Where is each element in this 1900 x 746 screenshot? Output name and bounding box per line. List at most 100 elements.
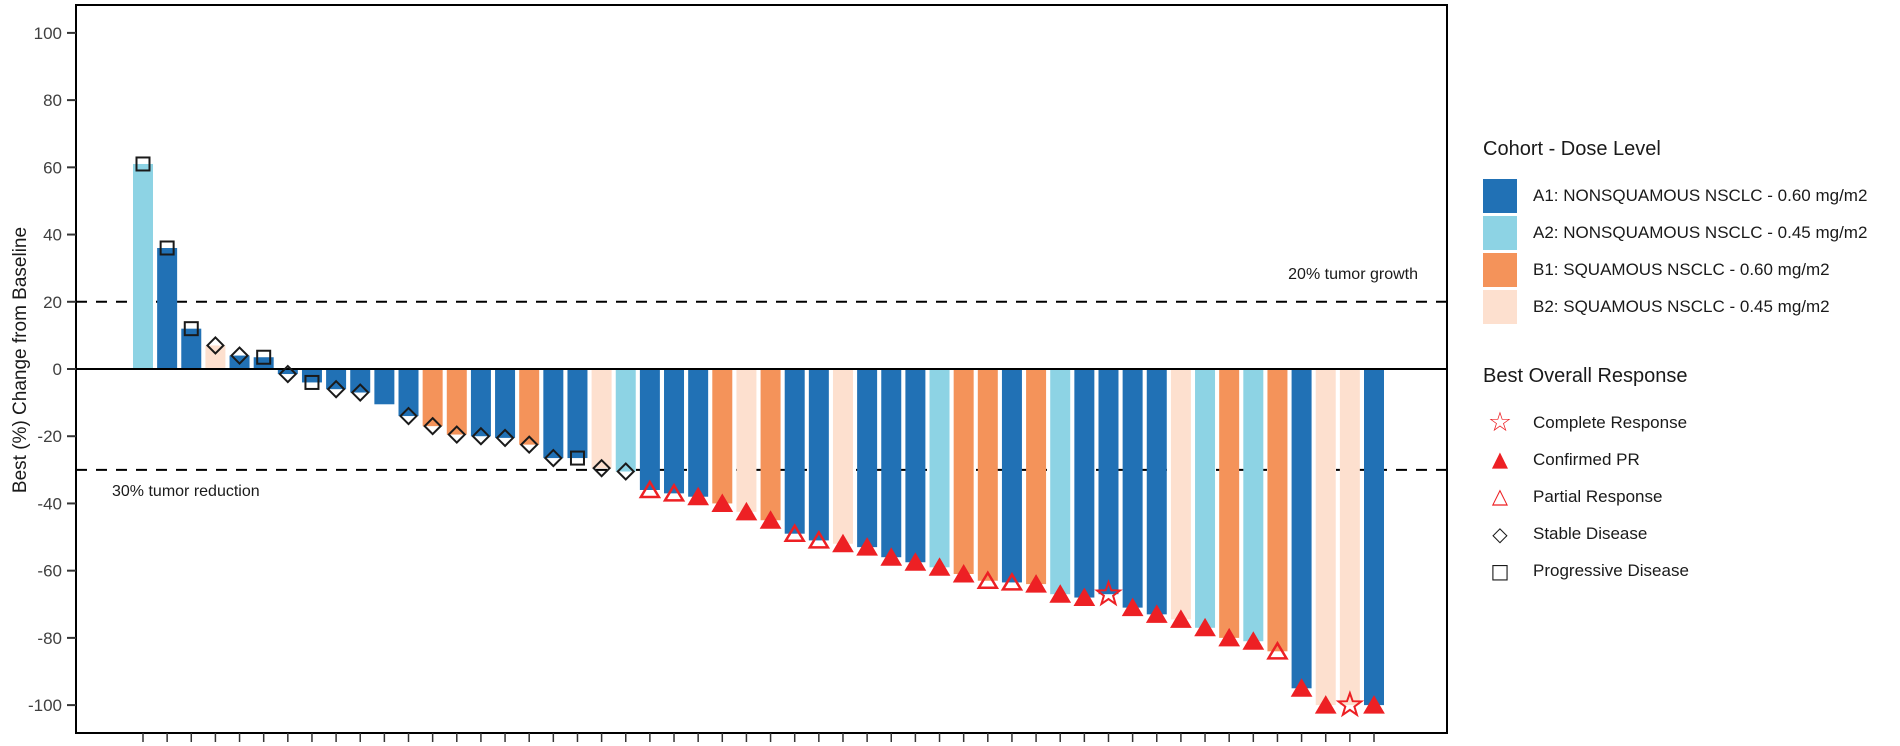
response-marker-pd-6: [256, 349, 272, 365]
cohort-a2-swatch: [1483, 215, 1517, 250]
bar-patient-28: [784, 369, 805, 534]
bar-patient-40: [1074, 369, 1095, 598]
response-marker-pd-1: [135, 156, 151, 172]
response-marker-sd-5: [230, 346, 249, 365]
response-marker-sd-7: [278, 364, 298, 384]
response-marker-cpr-40: [1073, 587, 1096, 607]
response-marker-sd-14: [447, 425, 467, 444]
legend-item-partial-response: △ Partial Response: [1483, 478, 1893, 515]
partial-response-triangle-icon: △: [1491, 484, 1509, 508]
legend-item-cohort-a2: A2: NONSQUAMOUS NSCLC - 0.45 mg/m2: [1483, 214, 1893, 251]
y-axis-label: Best (%) Change from Baseline: [10, 226, 31, 494]
response-marker-pr-23: [662, 482, 686, 502]
cohort-b2-label: B2: SQUAMOUS NSCLC - 0.45 mg/m2: [1533, 296, 1830, 316]
response-marker-cpr-45: [1194, 617, 1216, 637]
response-marker-pd-8: [304, 374, 320, 390]
progressive-disease-square-icon: □: [1490, 558, 1510, 583]
response-marker-cpr-25: [711, 493, 734, 512]
y-tick-label--80: -80: [37, 629, 62, 648]
bar-patient-31: [857, 369, 878, 548]
complete-response-star-icon: ☆: [1487, 407, 1513, 438]
bar-patient-33: [905, 369, 926, 563]
y-tick-label--60: -60: [37, 562, 62, 581]
response-marker-sd-18: [543, 448, 563, 468]
confirmed-pr-label: Confirmed PR: [1533, 449, 1640, 469]
response-marker-cpr-31: [856, 537, 878, 556]
legend-item-cohort-b2: B2: SQUAMOUS NSCLC - 0.45 mg/m2: [1483, 288, 1893, 325]
bar-patient-29: [808, 369, 829, 541]
bar-patient-47: [1243, 369, 1264, 642]
response-marker-cpr-52: [1363, 695, 1385, 714]
legend-spacer: [1483, 325, 1893, 365]
complete-response-label: Complete Response: [1533, 412, 1688, 432]
bar-patient-42: [1122, 369, 1143, 608]
response-marker-sd-20: [592, 458, 612, 478]
cohort-a2-label: A2: NONSQUAMOUS NSCLC - 0.45 mg/m2: [1533, 222, 1868, 242]
cohort-b1-label: B1: SQUAMOUS NSCLC - 0.60 mg/m2: [1533, 259, 1830, 279]
stable-disease-diamond-icon: ◇: [1492, 521, 1508, 546]
legend-response-title: Best Overall Response: [1483, 365, 1688, 387]
bar-patient-1: [133, 163, 153, 369]
partial-response-label: Partial Response: [1533, 486, 1663, 506]
response-marker-sd-4: [205, 336, 225, 355]
confirmed-pr-triangle-icon: ▲: [1491, 447, 1509, 471]
legend-item-complete-response: ☆ Complete Response: [1483, 404, 1893, 441]
bar-patient-18: [543, 369, 564, 459]
response-marker-sd-9: [326, 379, 346, 399]
response-marker-sd-13: [423, 416, 443, 436]
response-marker-cpr-47: [1242, 631, 1265, 650]
bar-patient-2: [157, 248, 178, 369]
bar-patient-38: [1026, 369, 1047, 585]
bar-patient-41: [1098, 369, 1119, 595]
bar-patient-44: [1170, 369, 1191, 620]
bar-patient-13: [422, 369, 443, 427]
cohort-b1-swatch: [1483, 252, 1517, 287]
bar-patient-43: [1146, 369, 1167, 615]
bar-patient-3: [181, 328, 202, 369]
bar-patient-25: [712, 369, 733, 504]
bar-patient-51: [1339, 369, 1360, 706]
response-marker-cpr-24: [687, 486, 710, 506]
response-marker-sd-21: [616, 462, 636, 481]
response-marker-pd-19: [569, 450, 585, 466]
response-marker-pr-37: [1000, 571, 1024, 591]
response-marker-cpr-34: [928, 557, 951, 576]
response-marker-cpr-46: [1218, 627, 1241, 647]
response-marker-pr-48: [1266, 640, 1289, 660]
response-marker-cpr-43: [1145, 604, 1168, 623]
response-marker-cpr-50: [1314, 695, 1337, 714]
bar-patient-36: [977, 369, 998, 581]
bar-patient-11: [374, 369, 395, 405]
response-marker-pr-28: [783, 523, 806, 542]
legend-cohort-title: Cohort - Dose Level: [1483, 138, 1661, 160]
response-marker-sd-15: [471, 426, 491, 446]
bar-patient-30: [832, 369, 853, 544]
y-tick-label-60: 60: [43, 158, 62, 177]
response-marker-cpr-42: [1121, 597, 1144, 617]
annotation-tumor-growth: 20% tumor growth: [1288, 266, 1418, 283]
response-marker-sd-16: [495, 428, 515, 448]
waterfall-plot: 100 80 60 40 20 0 -20 -40 -60 -80 -100: [28, 4, 1448, 742]
annotation-tumor-reduction: 30% tumor reduction: [112, 483, 260, 500]
bar-patient-32: [881, 369, 902, 558]
bar-patient-21: [615, 369, 636, 472]
response-marker-pd-3: [183, 321, 199, 337]
response-marker-pr-22: [638, 479, 662, 499]
bar-patient-15: [470, 369, 491, 437]
y-tick-label-80: 80: [43, 91, 62, 110]
bar-patient-27: [760, 369, 781, 521]
legend-item-cohort-a1: A1: NONSQUAMOUS NSCLC - 0.60 mg/m2: [1483, 177, 1893, 214]
y-tick-label--20: -20: [37, 427, 62, 446]
cohort-a1-label: A1: NONSQUAMOUS NSCLC - 0.60 mg/m2: [1533, 185, 1868, 205]
bar-patient-35: [953, 369, 974, 575]
bar-patient-19: [567, 369, 588, 459]
bar-patient-7: [277, 369, 298, 375]
response-marker-cpr-26: [735, 501, 758, 521]
bar-patient-39: [1050, 369, 1071, 595]
response-marker-cpr-30: [832, 533, 854, 553]
y-tick-label--100: -100: [28, 696, 62, 715]
response-marker-sd-12: [399, 406, 418, 426]
response-marker-pd-2: [159, 240, 175, 256]
response-marker-cpr-33: [904, 552, 927, 571]
